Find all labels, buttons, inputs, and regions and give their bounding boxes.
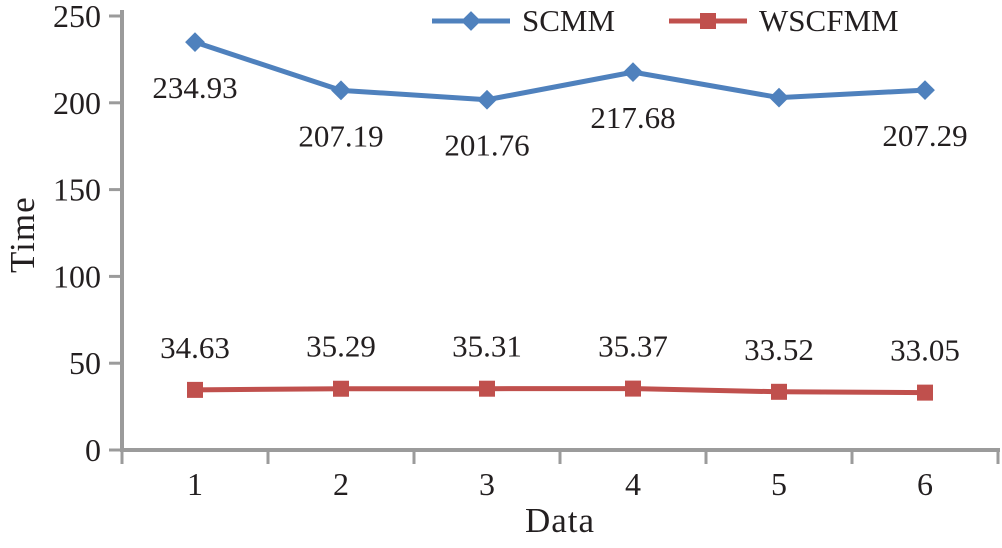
square-marker-wscfmm bbox=[479, 380, 495, 397]
y-tick-label: 0 bbox=[85, 432, 101, 468]
x-tick-label: 2 bbox=[333, 466, 349, 502]
x-tick-label: 6 bbox=[917, 466, 933, 502]
data-label-scmm: 234.93 bbox=[152, 70, 237, 105]
legend-square-marker bbox=[700, 13, 717, 29]
legend-diamond-marker bbox=[461, 11, 481, 31]
y-tick-label: 250 bbox=[53, 0, 101, 34]
data-label-wscfmm: 33.05 bbox=[890, 333, 960, 368]
square-marker-wscfmm bbox=[187, 381, 203, 398]
x-tick-label: 3 bbox=[479, 466, 495, 502]
data-label-wscfmm: 35.29 bbox=[306, 329, 376, 364]
legend-label-wscfmm: WSCFMM bbox=[759, 3, 899, 38]
data-label-wscfmm: 35.31 bbox=[452, 329, 522, 364]
y-tick-label: 100 bbox=[53, 258, 101, 294]
y-tick-label: 200 bbox=[53, 85, 101, 121]
square-marker-wscfmm bbox=[625, 380, 641, 397]
x-tick-label: 1 bbox=[187, 466, 203, 502]
diamond-marker-scmm bbox=[623, 62, 643, 83]
legend-label-scmm: SCMM bbox=[522, 3, 616, 38]
data-label-wscfmm: 34.63 bbox=[160, 330, 230, 365]
data-label-scmm: 207.29 bbox=[882, 118, 967, 153]
diamond-legend-sample-icon bbox=[432, 11, 510, 31]
square-marker-wscfmm bbox=[917, 384, 933, 401]
x-axis-title: Data bbox=[524, 501, 596, 540]
series-line-wscfmm bbox=[192, 386, 928, 396]
diamond-marker-scmm bbox=[331, 80, 351, 101]
data-label-wscfmm: 35.37 bbox=[598, 329, 668, 364]
y-axis-title: Time bbox=[3, 196, 42, 274]
diamond-marker-scmm bbox=[769, 87, 789, 108]
y-tick-label: 50 bbox=[69, 345, 101, 381]
x-tick-label: 4 bbox=[625, 466, 641, 502]
square-legend-sample-icon bbox=[669, 13, 748, 29]
legend-item-scmm: SCMM bbox=[430, 3, 615, 39]
data-label-wscfmm: 33.52 bbox=[744, 332, 814, 367]
x-tick-label: 5 bbox=[771, 466, 787, 502]
legend-item-wscfmm: WSCFMM bbox=[667, 3, 899, 39]
y-tick-label: 150 bbox=[53, 172, 101, 208]
data-label-scmm: 207.19 bbox=[298, 118, 383, 153]
diamond-marker-scmm bbox=[915, 80, 935, 101]
diamond-marker-scmm bbox=[185, 32, 205, 53]
data-label-scmm: 217.68 bbox=[590, 100, 675, 135]
data-label-scmm: 201.76 bbox=[444, 128, 529, 163]
chart-legend: SCMM WSCFMM bbox=[430, 3, 899, 39]
series-line-scmm bbox=[192, 39, 928, 103]
diamond-marker-scmm bbox=[477, 89, 497, 110]
square-marker-wscfmm bbox=[771, 383, 787, 400]
square-marker-wscfmm bbox=[333, 380, 349, 397]
